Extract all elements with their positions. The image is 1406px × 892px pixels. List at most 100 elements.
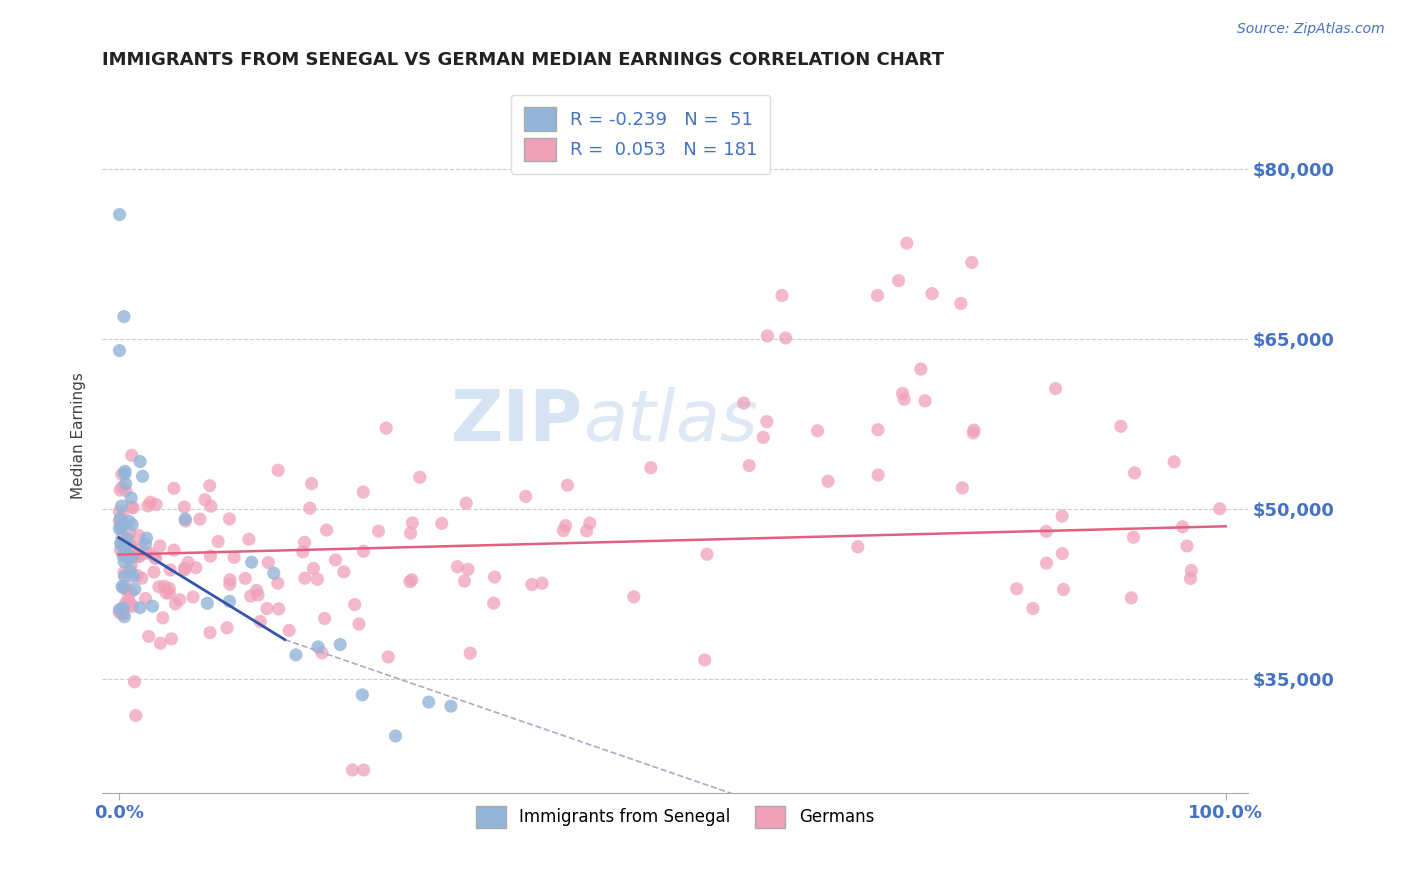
Point	[148, 580, 170, 594]
Point	[515, 490, 537, 504]
Point	[1208, 501, 1230, 516]
Point	[457, 562, 479, 576]
Point	[949, 296, 972, 310]
Point	[112, 601, 135, 615]
Point	[173, 500, 195, 514]
Point	[384, 729, 406, 743]
Point	[1122, 530, 1144, 544]
Point	[315, 523, 337, 537]
Text: Source: ZipAtlas.com: Source: ZipAtlas.com	[1237, 22, 1385, 37]
Point	[112, 609, 135, 624]
Point	[157, 586, 180, 600]
Point	[418, 695, 440, 709]
Point	[120, 539, 142, 553]
Point	[163, 481, 186, 495]
Point	[896, 236, 918, 251]
Point	[198, 625, 221, 640]
Point	[110, 537, 132, 551]
Point	[215, 621, 238, 635]
Point	[188, 512, 211, 526]
Point	[195, 596, 218, 610]
Point	[194, 492, 217, 507]
Point	[112, 310, 135, 324]
Point	[138, 546, 160, 560]
Point	[770, 288, 793, 302]
Point	[121, 550, 143, 565]
Point	[115, 547, 138, 561]
Point	[343, 598, 366, 612]
Point	[117, 551, 139, 566]
Point	[1180, 564, 1202, 578]
Point	[756, 329, 779, 343]
Point	[129, 541, 152, 555]
Point	[200, 549, 222, 563]
Point	[174, 514, 197, 528]
Point	[399, 574, 422, 589]
Point	[127, 568, 149, 582]
Point	[108, 343, 131, 358]
Point	[352, 688, 374, 702]
Point	[891, 386, 914, 401]
Point	[291, 545, 314, 559]
Point	[120, 539, 142, 553]
Point	[575, 524, 598, 538]
Point	[733, 396, 755, 410]
Point	[910, 362, 932, 376]
Point	[114, 597, 136, 611]
Point	[115, 532, 138, 546]
Point	[131, 469, 153, 483]
Point	[110, 607, 132, 621]
Point	[1005, 582, 1028, 596]
Point	[114, 569, 136, 583]
Point	[267, 602, 290, 616]
Point	[169, 592, 191, 607]
Point	[257, 556, 280, 570]
Point	[963, 423, 986, 437]
Point	[143, 550, 166, 565]
Point	[456, 496, 478, 510]
Point	[887, 274, 910, 288]
Point	[128, 549, 150, 563]
Point	[155, 586, 177, 600]
Point	[114, 467, 136, 481]
Point	[218, 594, 240, 608]
Point	[256, 601, 278, 615]
Point	[139, 495, 162, 509]
Point	[246, 588, 269, 602]
Point	[353, 544, 375, 558]
Point	[893, 392, 915, 407]
Point	[157, 582, 180, 596]
Point	[114, 476, 136, 491]
Point	[302, 561, 325, 575]
Text: ZIP: ZIP	[451, 387, 583, 456]
Point	[484, 570, 506, 584]
Point	[530, 576, 553, 591]
Point	[114, 538, 136, 552]
Point	[125, 549, 148, 564]
Point	[111, 508, 134, 522]
Point	[114, 464, 136, 478]
Point	[307, 572, 329, 586]
Point	[752, 430, 775, 444]
Point	[108, 602, 131, 616]
Point	[111, 549, 134, 563]
Point	[129, 600, 152, 615]
Point	[112, 566, 135, 580]
Point	[1045, 382, 1067, 396]
Point	[120, 597, 142, 611]
Point	[846, 540, 869, 554]
Point	[110, 536, 132, 550]
Point	[124, 582, 146, 597]
Point	[108, 208, 131, 222]
Point	[120, 585, 142, 599]
Point	[114, 580, 136, 594]
Point	[458, 646, 481, 660]
Point	[240, 555, 263, 569]
Point	[125, 708, 148, 723]
Point	[640, 460, 662, 475]
Point	[623, 590, 645, 604]
Point	[163, 543, 186, 558]
Point	[329, 638, 352, 652]
Point	[127, 528, 149, 542]
Point	[121, 517, 143, 532]
